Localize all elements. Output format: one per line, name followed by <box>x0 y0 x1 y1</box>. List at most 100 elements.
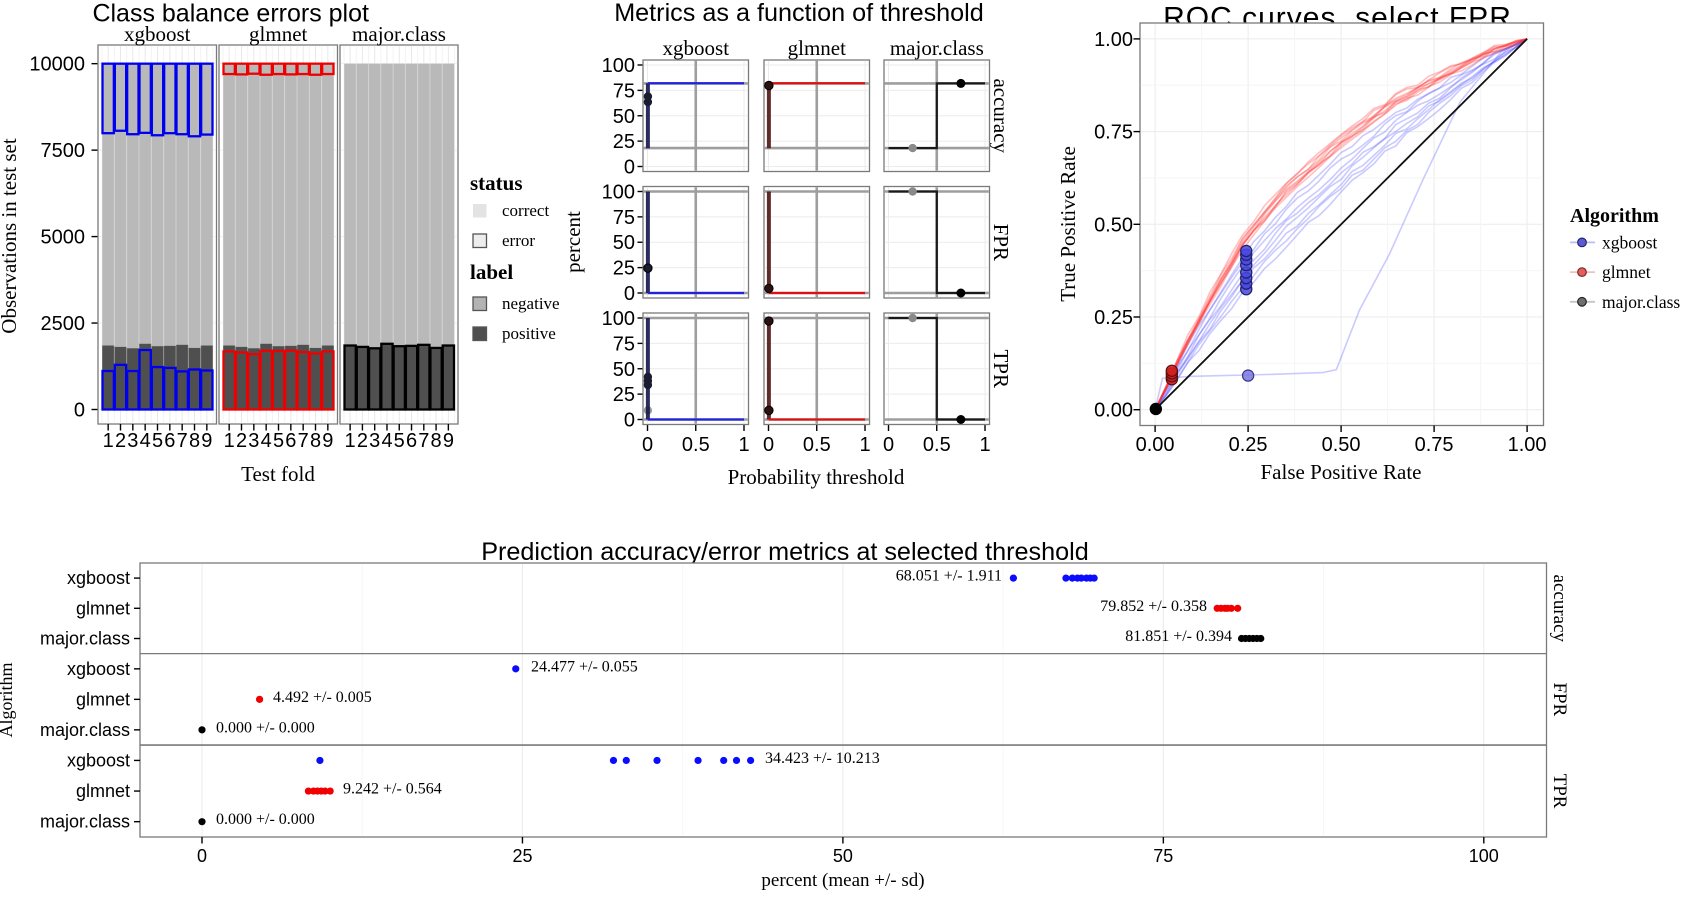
svg-text:4.492 +/- 0.005: 4.492 +/- 0.005 <box>273 689 372 706</box>
svg-text:100: 100 <box>602 308 635 330</box>
svg-text:6: 6 <box>164 430 175 452</box>
svg-text:9: 9 <box>322 430 333 452</box>
svg-text:10000: 10000 <box>29 54 85 76</box>
svg-text:9: 9 <box>201 430 212 452</box>
svg-text:glmnet: glmnet <box>76 598 130 618</box>
svg-text:percent (mean +/- sd): percent (mean +/- sd) <box>761 870 924 891</box>
svg-text:0: 0 <box>642 434 653 456</box>
svg-text:75: 75 <box>613 207 635 229</box>
svg-text:2500: 2500 <box>41 313 86 335</box>
svg-text:0: 0 <box>763 434 774 456</box>
svg-text:Prediction accuracy/error metr: Prediction accuracy/error metrics at sel… <box>481 538 1089 566</box>
svg-text:100: 100 <box>602 55 635 77</box>
svg-text:1: 1 <box>859 434 870 456</box>
svg-text:50: 50 <box>833 846 853 866</box>
svg-text:positive: positive <box>502 324 556 343</box>
svg-text:major.class: major.class <box>352 22 446 46</box>
svg-text:0.5: 0.5 <box>682 434 710 456</box>
svg-text:Metrics as a function of thres: Metrics as a function of threshold <box>614 0 984 27</box>
svg-text:xgboost: xgboost <box>67 568 130 588</box>
svg-text:0.50: 0.50 <box>1094 214 1133 236</box>
svg-text:Observations in test set: Observations in test set <box>0 138 21 334</box>
svg-text:2: 2 <box>236 430 247 452</box>
svg-text:major.class: major.class <box>40 812 130 832</box>
svg-text:glmnet: glmnet <box>249 22 307 46</box>
svg-text:24.477 +/- 0.055: 24.477 +/- 0.055 <box>531 658 638 675</box>
svg-text:50: 50 <box>613 106 635 128</box>
svg-text:0: 0 <box>74 400 85 422</box>
svg-text:0.25: 0.25 <box>1229 434 1268 456</box>
svg-text:glmnet: glmnet <box>76 689 130 709</box>
svg-text:Test fold: Test fold <box>241 462 315 486</box>
svg-text:4: 4 <box>140 430 151 452</box>
svg-text:0.000 +/- 0.000: 0.000 +/- 0.000 <box>216 811 315 828</box>
svg-text:0.50: 0.50 <box>1322 434 1361 456</box>
svg-text:8: 8 <box>431 430 442 452</box>
svg-text:25: 25 <box>512 846 532 866</box>
svg-text:Probability threshold: Probability threshold <box>728 465 905 489</box>
svg-text:7: 7 <box>298 430 309 452</box>
svg-text:TPR: TPR <box>989 349 1013 388</box>
svg-text:9: 9 <box>443 430 454 452</box>
svg-text:1: 1 <box>345 430 356 452</box>
svg-text:True Positive Rate: True Positive Rate <box>1056 146 1080 302</box>
svg-text:glmnet: glmnet <box>76 781 130 801</box>
svg-text:8: 8 <box>189 430 200 452</box>
svg-text:0: 0 <box>624 157 635 179</box>
svg-text:major.class: major.class <box>1602 292 1680 312</box>
svg-text:34.423 +/- 10.213: 34.423 +/- 10.213 <box>765 750 880 767</box>
svg-text:0.25: 0.25 <box>1094 307 1133 329</box>
svg-text:0.00: 0.00 <box>1094 400 1133 422</box>
svg-text:100: 100 <box>602 182 635 204</box>
svg-text:major.class: major.class <box>40 720 130 740</box>
svg-text:0: 0 <box>624 410 635 432</box>
svg-text:68.051 +/- 1.911: 68.051 +/- 1.911 <box>896 568 1002 585</box>
svg-text:percent: percent <box>561 211 585 273</box>
svg-text:xgboost: xgboost <box>1602 232 1658 252</box>
svg-text:0.75: 0.75 <box>1094 122 1133 144</box>
svg-text:50: 50 <box>613 359 635 381</box>
svg-text:79.852 +/- 0.358: 79.852 +/- 0.358 <box>1100 598 1207 615</box>
svg-text:major.class: major.class <box>890 36 984 60</box>
svg-text:status: status <box>470 171 523 195</box>
svg-text:5: 5 <box>273 430 284 452</box>
svg-text:3: 3 <box>127 430 138 452</box>
svg-text:xgboost: xgboost <box>124 22 191 46</box>
svg-text:2: 2 <box>115 430 126 452</box>
svg-text:accuracy: accuracy <box>989 78 1013 153</box>
svg-text:81.851 +/- 0.394: 81.851 +/- 0.394 <box>1125 628 1232 645</box>
svg-text:glmnet: glmnet <box>788 36 846 60</box>
svg-text:Algorithm: Algorithm <box>1570 205 1659 227</box>
svg-text:0.000 +/- 0.000: 0.000 +/- 0.000 <box>216 719 315 736</box>
svg-text:3: 3 <box>248 430 259 452</box>
svg-text:label: label <box>470 260 513 284</box>
svg-text:glmnet: glmnet <box>1602 262 1651 282</box>
svg-text:TPR: TPR <box>1549 774 1570 809</box>
svg-text:4: 4 <box>381 430 392 452</box>
svg-text:1: 1 <box>738 434 749 456</box>
svg-text:0.00: 0.00 <box>1136 434 1175 456</box>
svg-text:error: error <box>502 231 535 250</box>
svg-text:1.00: 1.00 <box>1094 29 1133 51</box>
svg-text:1: 1 <box>979 434 990 456</box>
svg-text:xgboost: xgboost <box>67 659 130 679</box>
svg-text:9.242 +/- 0.564: 9.242 +/- 0.564 <box>343 781 442 798</box>
svg-text:25: 25 <box>613 384 635 406</box>
svg-text:0: 0 <box>197 846 207 866</box>
svg-text:25: 25 <box>613 258 635 280</box>
svg-text:0.5: 0.5 <box>803 434 831 456</box>
svg-text:negative: negative <box>502 294 560 313</box>
svg-text:0.5: 0.5 <box>923 434 951 456</box>
svg-text:Class balance errors plot: Class balance errors plot <box>92 0 369 28</box>
svg-text:1: 1 <box>103 430 114 452</box>
svg-text:3: 3 <box>369 430 380 452</box>
svg-text:False Positive Rate: False Positive Rate <box>1261 460 1422 484</box>
svg-text:5: 5 <box>394 430 405 452</box>
svg-text:5: 5 <box>152 430 163 452</box>
svg-text:0: 0 <box>883 434 894 456</box>
svg-text:25: 25 <box>613 131 635 153</box>
svg-text:75: 75 <box>613 333 635 355</box>
svg-text:75: 75 <box>1153 846 1173 866</box>
svg-text:0: 0 <box>624 283 635 305</box>
svg-text:1.00: 1.00 <box>1508 434 1547 456</box>
